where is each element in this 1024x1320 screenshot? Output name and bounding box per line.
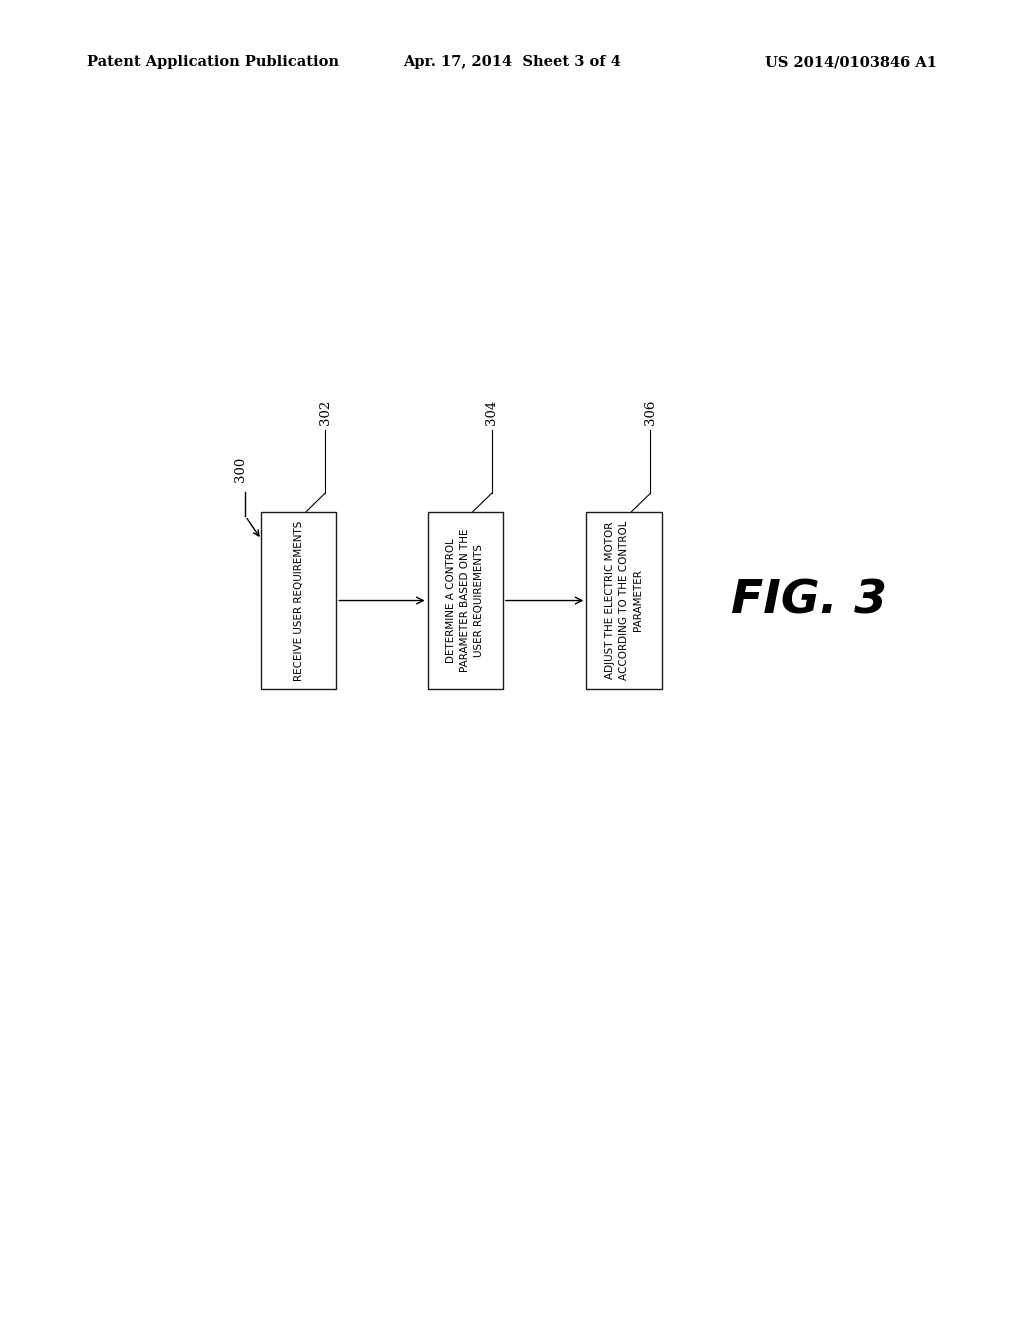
Text: ADJUST THE ELECTRIC MOTOR
ACCORDING TO THE CONTROL
PARAMETER: ADJUST THE ELECTRIC MOTOR ACCORDING TO T… <box>605 521 643 680</box>
Text: US 2014/0103846 A1: US 2014/0103846 A1 <box>765 55 937 70</box>
Text: Apr. 17, 2014  Sheet 3 of 4: Apr. 17, 2014 Sheet 3 of 4 <box>403 55 621 70</box>
Text: 300: 300 <box>234 457 247 482</box>
Text: 302: 302 <box>318 400 332 425</box>
Text: FIG. 3: FIG. 3 <box>731 578 887 623</box>
Bar <box>587 512 662 689</box>
Text: 306: 306 <box>644 400 656 425</box>
Text: RECEIVE USER REQUIREMENTS: RECEIVE USER REQUIREMENTS <box>294 520 304 681</box>
Text: DETERMINE A CONTROL
PARAMETER BASED ON THE
USER REQUIREMENTS: DETERMINE A CONTROL PARAMETER BASED ON T… <box>446 529 484 672</box>
Text: Patent Application Publication: Patent Application Publication <box>87 55 339 70</box>
Bar <box>428 512 503 689</box>
Text: 304: 304 <box>485 400 498 425</box>
Bar <box>261 512 336 689</box>
